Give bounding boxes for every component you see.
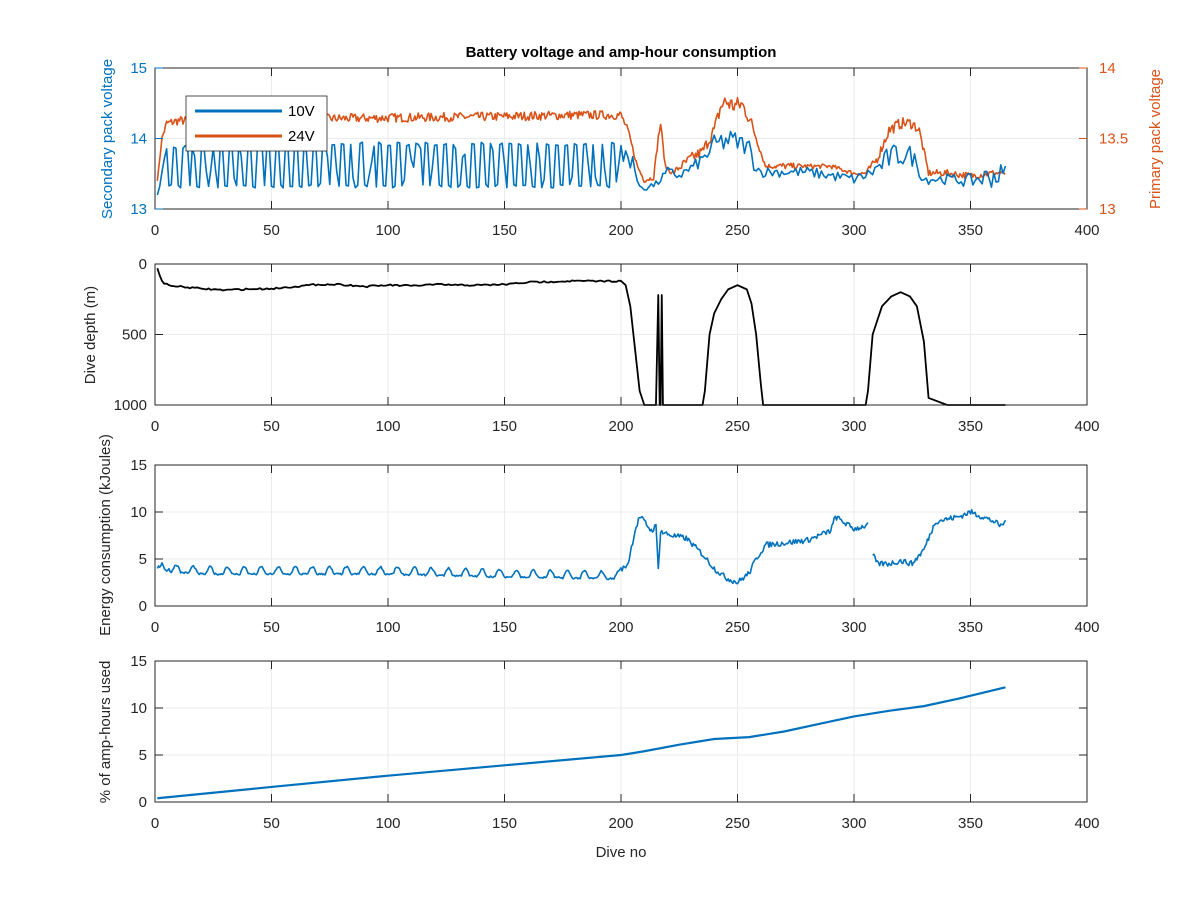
y-tick-label: 15 bbox=[130, 653, 147, 670]
x-tick-label: 200 bbox=[608, 815, 633, 832]
y-tick-label: 15 bbox=[130, 457, 147, 474]
x-tick-label: 350 bbox=[958, 418, 983, 435]
x-tick-label: 0 bbox=[151, 222, 159, 239]
panel-energy: 0 50 100 150 200 250 300 350 400 0 5 10 15 Energy c… bbox=[97, 434, 1100, 636]
x-tick-label: 0 bbox=[151, 418, 159, 435]
dive-depth-line bbox=[156, 267, 1006, 406]
x-tick-label: 0 bbox=[151, 815, 159, 832]
y-tick-label: 15 bbox=[130, 60, 147, 77]
y-tick-label: 10 bbox=[130, 700, 147, 717]
x-tick-label: 350 bbox=[958, 815, 983, 832]
amphours-used-line bbox=[157, 686, 1006, 800]
amphours-x-ticks: 0 50 100 150 200 250 300 350 400 bbox=[151, 661, 1100, 832]
y-tick-label: 5 bbox=[139, 551, 147, 568]
x-tick-label: 350 bbox=[958, 619, 983, 636]
amphours-y-ticks: 0 5 10 15 bbox=[130, 653, 1087, 811]
x-tick-label: 0 bbox=[151, 619, 159, 636]
x-tick-label: 400 bbox=[1074, 418, 1099, 435]
x-tick-label: 250 bbox=[725, 222, 750, 239]
primary-voltage-axis-label: Primary pack voltage bbox=[1147, 69, 1164, 209]
y-tick-label: 13 bbox=[130, 201, 147, 218]
voltage-right-ticks: 13 13.5 14 bbox=[1079, 60, 1128, 218]
x-tick-label: 400 bbox=[1074, 619, 1099, 636]
figure-title: Battery voltage and amp-hour consumption bbox=[466, 44, 777, 61]
legend-label-10v: 10V bbox=[288, 103, 315, 120]
x-tick-label: 150 bbox=[492, 619, 517, 636]
depth-grid bbox=[155, 264, 1087, 405]
energy-grid bbox=[155, 465, 1087, 606]
x-tick-label: 50 bbox=[263, 619, 280, 636]
y-tick-label: 0 bbox=[139, 794, 147, 811]
x-tick-label: 400 bbox=[1074, 815, 1099, 832]
depth-x-ticks: 0 50 100 150 200 250 300 350 400 bbox=[151, 264, 1100, 435]
secondary-voltage-axis-label: Secondary pack voltage bbox=[99, 59, 116, 219]
x-tick-label: 50 bbox=[263, 815, 280, 832]
x-tick-label: 150 bbox=[492, 815, 517, 832]
x-tick-label: 100 bbox=[375, 619, 400, 636]
x-tick-label: 300 bbox=[841, 418, 866, 435]
energy-y-ticks: 0 5 10 15 bbox=[130, 457, 1087, 615]
x-tick-label: 250 bbox=[725, 619, 750, 636]
x-tick-label: 150 bbox=[492, 222, 517, 239]
legend-label-24v: 24V bbox=[288, 128, 315, 145]
x-tick-label: 100 bbox=[375, 222, 400, 239]
y-tick-label: 0 bbox=[139, 256, 147, 273]
x-tick-label: 300 bbox=[841, 815, 866, 832]
panel-dive-depth: 0 50 100 150 200 250 300 350 400 0 500 1000 Dive d… bbox=[82, 256, 1100, 435]
y-tick-label: 13.5 bbox=[1099, 131, 1128, 148]
x-tick-label: 200 bbox=[608, 619, 633, 636]
x-tick-label: 200 bbox=[608, 418, 633, 435]
x-tick-label: 200 bbox=[608, 222, 633, 239]
voltage-left-ticks: 13 14 15 bbox=[130, 60, 163, 218]
x-tick-label: 100 bbox=[375, 418, 400, 435]
y-tick-label: 0 bbox=[139, 598, 147, 615]
depth-lines bbox=[156, 267, 1006, 406]
y-tick-label: 14 bbox=[1099, 60, 1116, 77]
y-tick-label: 14 bbox=[130, 131, 147, 148]
x-tick-label: 350 bbox=[958, 222, 983, 239]
x-tick-label: 50 bbox=[263, 418, 280, 435]
x-tick-label: 100 bbox=[375, 815, 400, 832]
energy-consumption-line bbox=[156, 508, 1007, 585]
y-tick-label: 500 bbox=[122, 327, 147, 344]
x-axis-label-dive-no: Dive no bbox=[596, 844, 647, 861]
energy-x-ticks: 0 50 100 150 200 250 300 350 400 bbox=[151, 465, 1100, 636]
amphours-axis-label: % of amp-hours used bbox=[97, 661, 114, 804]
panel-amp-hours: 0 50 100 150 200 250 300 350 400 0 5 10 15 % of amp… bbox=[97, 653, 1100, 861]
series-10v-line bbox=[156, 130, 1007, 196]
x-tick-label: 50 bbox=[263, 222, 280, 239]
depth-axis-label: Dive depth (m) bbox=[82, 286, 99, 384]
x-tick-label: 300 bbox=[841, 222, 866, 239]
x-tick-label: 250 bbox=[725, 815, 750, 832]
depth-y-ticks: 0 500 1000 bbox=[114, 256, 1087, 414]
x-tick-label: 250 bbox=[725, 418, 750, 435]
y-tick-label: 1000 bbox=[114, 397, 147, 414]
y-tick-label: 5 bbox=[139, 747, 147, 764]
y-tick-label: 10 bbox=[130, 504, 147, 521]
panel-voltage: 0 50 100 150 200 250 300 350 400 13 14 15 13 13.5 14… bbox=[99, 59, 1164, 239]
voltage-x-ticks: 0 50 100 150 200 250 300 350 400 bbox=[151, 68, 1100, 239]
y-tick-label: 13 bbox=[1099, 201, 1116, 218]
x-tick-label: 300 bbox=[841, 619, 866, 636]
legend-box bbox=[185, 95, 328, 152]
energy-axis-label: Energy consumption (kJoules) bbox=[97, 434, 114, 636]
x-tick-label: 150 bbox=[492, 418, 517, 435]
energy-lines bbox=[156, 508, 1007, 585]
amphours-lines bbox=[157, 686, 1006, 800]
voltage-legend: 10V 24V bbox=[185, 95, 328, 152]
x-tick-label: 400 bbox=[1074, 222, 1099, 239]
